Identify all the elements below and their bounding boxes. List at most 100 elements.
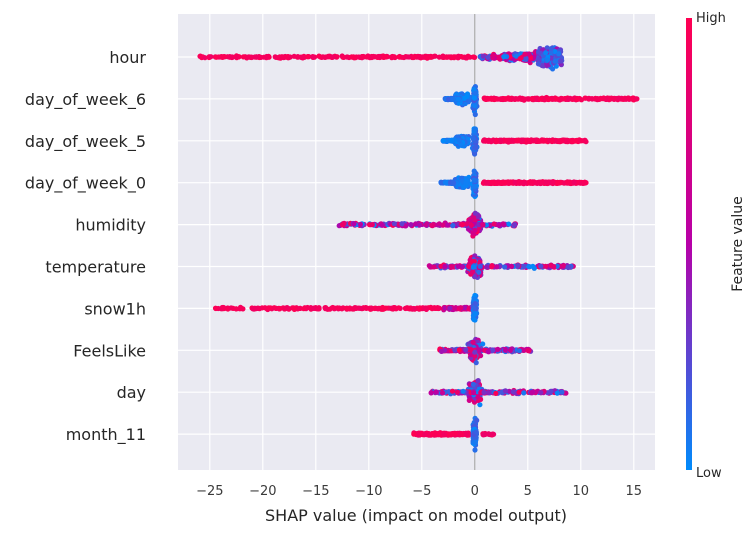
data-point: [493, 96, 499, 102]
data-point: [472, 311, 479, 317]
data-point: [472, 301, 478, 307]
data-point: [305, 54, 311, 60]
data-point: [618, 95, 624, 101]
data-point: [507, 347, 513, 353]
data-point: [559, 389, 565, 395]
data-point: [463, 55, 469, 61]
data-point: [521, 390, 527, 396]
data-point: [526, 51, 532, 57]
data-point: [258, 54, 264, 61]
data-point: [445, 222, 451, 228]
data-point: [485, 349, 491, 355]
data-point: [381, 305, 388, 312]
data-point: [310, 305, 316, 311]
data-point: [495, 346, 501, 352]
data-point: [472, 210, 478, 216]
data-point: [287, 54, 293, 60]
data-point: [481, 96, 488, 102]
data-point: [546, 96, 552, 103]
data-point: [472, 90, 479, 96]
data-point: [471, 306, 477, 312]
data-point: [509, 263, 515, 269]
data-point: [498, 138, 504, 145]
data-point: [423, 222, 429, 228]
data-point: [359, 54, 365, 60]
data-point: [510, 96, 516, 102]
data-point: [543, 179, 549, 185]
data-point: [463, 180, 469, 186]
data-point: [522, 180, 528, 186]
data-point: [470, 381, 476, 387]
data-point: [523, 55, 529, 62]
data-point: [389, 54, 395, 60]
data-point: [222, 54, 228, 60]
data-point: [460, 388, 466, 394]
data-point: [322, 306, 328, 312]
data-point: [516, 348, 522, 354]
data-point: [471, 95, 477, 101]
data-point: [552, 48, 558, 55]
data-point: [520, 97, 526, 103]
data-point: [455, 96, 461, 102]
data-point: [277, 305, 283, 312]
data-point: [552, 58, 558, 64]
data-point: [529, 96, 535, 102]
data-point: [416, 54, 423, 60]
data-point: [525, 347, 531, 353]
data-point: [507, 138, 513, 144]
data-point: [516, 96, 522, 102]
data-point: [383, 54, 389, 60]
data-point: [431, 264, 437, 270]
data-point: [417, 222, 423, 228]
data-point: [500, 221, 506, 227]
data-point: [519, 137, 526, 143]
data-point: [455, 263, 461, 269]
data-point: [208, 54, 214, 60]
data-point: [555, 51, 562, 57]
data-point: [436, 221, 442, 227]
data-point: [515, 262, 521, 269]
data-point: [379, 222, 385, 228]
data-point: [463, 347, 469, 353]
data-point: [505, 95, 511, 101]
data-point: [428, 390, 434, 396]
data-point: [502, 180, 508, 186]
data-point: [213, 54, 219, 60]
data-point: [472, 183, 478, 190]
data-point: [571, 179, 577, 185]
data-point: [489, 264, 495, 270]
data-point: [494, 264, 500, 270]
data-point: [480, 53, 486, 59]
data-point: [456, 347, 462, 353]
data-point: [466, 397, 472, 403]
data-point: [450, 54, 456, 61]
data-point: [470, 264, 476, 270]
data-point: [513, 53, 520, 59]
data-point: [553, 96, 559, 102]
data-point: [521, 264, 527, 270]
data-point: [549, 138, 555, 144]
data-points: [197, 45, 640, 453]
data-point: [405, 305, 411, 312]
data-point: [449, 388, 456, 394]
data-point: [445, 96, 451, 102]
data-point: [485, 180, 491, 186]
data-point: [406, 54, 412, 60]
data-point: [228, 305, 234, 311]
data-point: [432, 53, 438, 59]
data-point: [450, 96, 456, 102]
data-point: [240, 54, 246, 60]
data-point: [472, 178, 478, 184]
data-point: [540, 138, 547, 144]
data-point: [557, 180, 563, 186]
data-point: [611, 95, 617, 101]
data-point: [471, 168, 477, 174]
data-point: [528, 179, 534, 185]
data-point: [329, 305, 335, 311]
data-point: [565, 264, 571, 270]
data-point: [485, 54, 491, 61]
data-point: [484, 264, 490, 270]
data-point: [451, 180, 457, 186]
data-point: [516, 180, 522, 186]
